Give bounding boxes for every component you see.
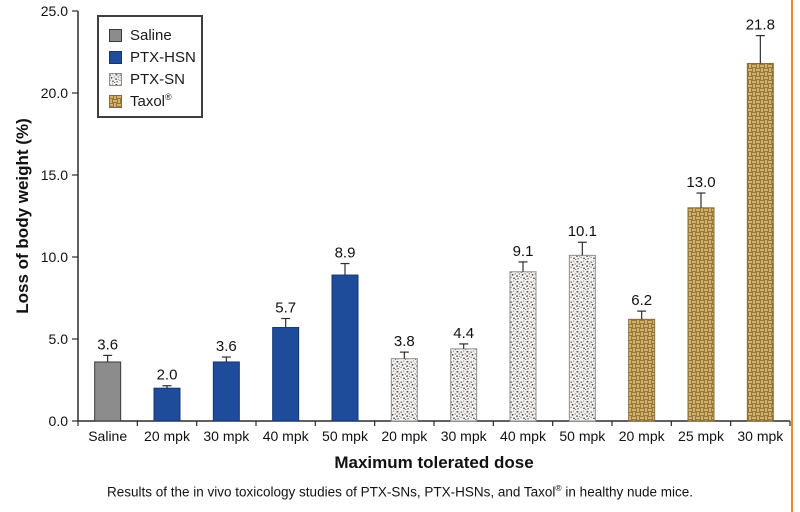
y-tick-label: 0.0: [49, 413, 69, 429]
x-tick-label: 30 mpk: [441, 428, 488, 444]
y-tick-label: 20.0: [41, 85, 68, 101]
bar-value-label: 8.9: [335, 245, 356, 262]
y-tick-label: 15.0: [41, 167, 68, 183]
bar: [746, 62, 774, 422]
bar: [153, 387, 181, 422]
bar: [331, 274, 359, 422]
bar: [450, 348, 478, 422]
legend-item-taxol: Taxol®: [109, 90, 201, 112]
x-tick-label: 20 mpk: [619, 428, 666, 444]
page-accent-border: [791, 0, 793, 512]
legend-item-ptx-hsn: PTX-HSN: [109, 46, 201, 68]
bar-value-label: 9.1: [513, 243, 534, 260]
taxol-swatch-icon: [109, 94, 122, 108]
figure-caption: Results of the in vivo toxicology studie…: [106, 483, 694, 500]
bar-value-label: 10.1: [568, 223, 597, 240]
bar: [568, 254, 596, 422]
bar: [272, 327, 300, 422]
bar-value-label: 13.0: [686, 174, 715, 191]
bar-value-label: 3.8: [394, 333, 415, 350]
bar: [687, 207, 715, 422]
legend-label: PTX-HSN: [130, 49, 196, 66]
x-tick-label: 20 mpk: [381, 428, 428, 444]
y-tick-label: 25.0: [41, 3, 68, 19]
bar-chart: 0.0 5.0 10.0 15.0 20.0 25.0 3.6 Saline 2.0 20 mpk…: [13, 3, 791, 472]
x-tick-label: 50 mpk: [559, 428, 606, 444]
bar: [390, 358, 418, 422]
bar: [628, 318, 656, 422]
bar-value-label: 3.6: [216, 338, 237, 355]
legend-item-ptx-sn: PTX-SN: [109, 68, 201, 90]
legend-label: Saline: [130, 27, 172, 44]
y-tick-label: 5.0: [49, 331, 69, 347]
x-tick-label: 40 mpk: [500, 428, 547, 444]
x-tick-label: 30 mpk: [737, 428, 784, 444]
ptx-hsn-swatch-icon: [109, 50, 122, 64]
x-tick-label: 40 mpk: [263, 428, 310, 444]
bar-value-label: 6.2: [631, 292, 652, 309]
legend-label: PTX-SN: [130, 71, 186, 88]
bar: [212, 361, 240, 422]
y-axis-title: Loss of body weight (%): [13, 118, 32, 314]
legend: Saline PTX-HSN PTX-SN Taxol®: [97, 15, 203, 118]
y-tick-label: 10.0: [41, 249, 68, 265]
bar-value-label: 3.6: [97, 336, 118, 353]
bar-value-label: 2.0: [157, 367, 178, 384]
bar-value-label: 5.7: [275, 300, 296, 317]
x-tick-label: 20 mpk: [144, 428, 191, 444]
bar: [509, 271, 537, 422]
ptx-sn-swatch-icon: [109, 72, 122, 86]
legend-item-saline: Saline: [109, 24, 201, 46]
x-axis-title: Maximum tolerated dose: [334, 453, 533, 472]
x-tick-label: 30 mpk: [203, 428, 250, 444]
x-tick-label: Saline: [88, 428, 127, 444]
x-tick-label: 50 mpk: [322, 428, 369, 444]
x-tick-label: 25 mpk: [678, 428, 725, 444]
bar-value-label: 21.8: [746, 17, 775, 34]
bar: [94, 361, 122, 422]
bar-value-label: 4.4: [453, 325, 474, 342]
saline-swatch-icon: [109, 28, 122, 42]
legend-label: Taxol®: [130, 92, 172, 110]
